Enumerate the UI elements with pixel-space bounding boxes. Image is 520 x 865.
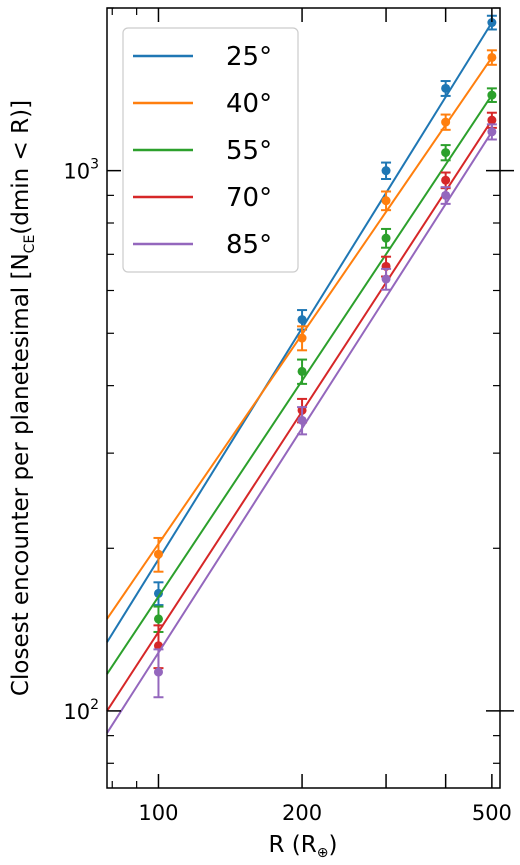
legend-label: 25° [226,42,272,72]
y-axis-label: Closest encounter per planetesimal [NCE(… [8,100,38,696]
data-point [153,549,163,559]
data-point [297,333,307,343]
data-point [381,233,391,243]
data-point [487,90,497,100]
fit-line [106,21,493,643]
plot-area [106,14,497,734]
data-point [441,148,451,158]
data-point [441,83,451,93]
data-point [441,175,451,185]
data-point [153,614,163,624]
data-point [381,166,391,176]
legend: 25° 40° 55° 70° 85° [122,27,299,273]
data-point [441,190,451,200]
x-tick-label: 100 [138,801,178,825]
y-tick-label: 102 [63,697,99,724]
data-point [487,18,497,28]
data-point [297,366,307,376]
series-0 [106,14,497,643]
x-tick-label: 200 [282,801,322,825]
x-tick-label: 500 [472,801,512,825]
legend-label: 70° [226,183,272,213]
data-point [381,274,391,284]
legend-label: 85° [226,230,272,260]
series-4 [106,123,497,734]
data-point [487,115,497,125]
legend-box [122,27,299,273]
data-point [381,196,391,206]
series-1 [106,49,497,620]
legend-label: 40° [226,89,272,119]
fit-line [106,119,493,712]
axes-frame [106,7,501,789]
x-axis-label: R (R⊕) [269,832,338,861]
data-point [153,667,163,677]
data-point [487,52,497,62]
legend-label: 55° [226,136,272,166]
data-point [441,117,451,127]
data-point [153,588,163,598]
y-tick-label: 103 [63,157,99,184]
fit-line [106,131,493,734]
data-point [297,315,307,325]
data-point [297,415,307,425]
data-point [487,127,497,137]
axis-ticks: 100 200 500 102 103 [63,7,514,825]
